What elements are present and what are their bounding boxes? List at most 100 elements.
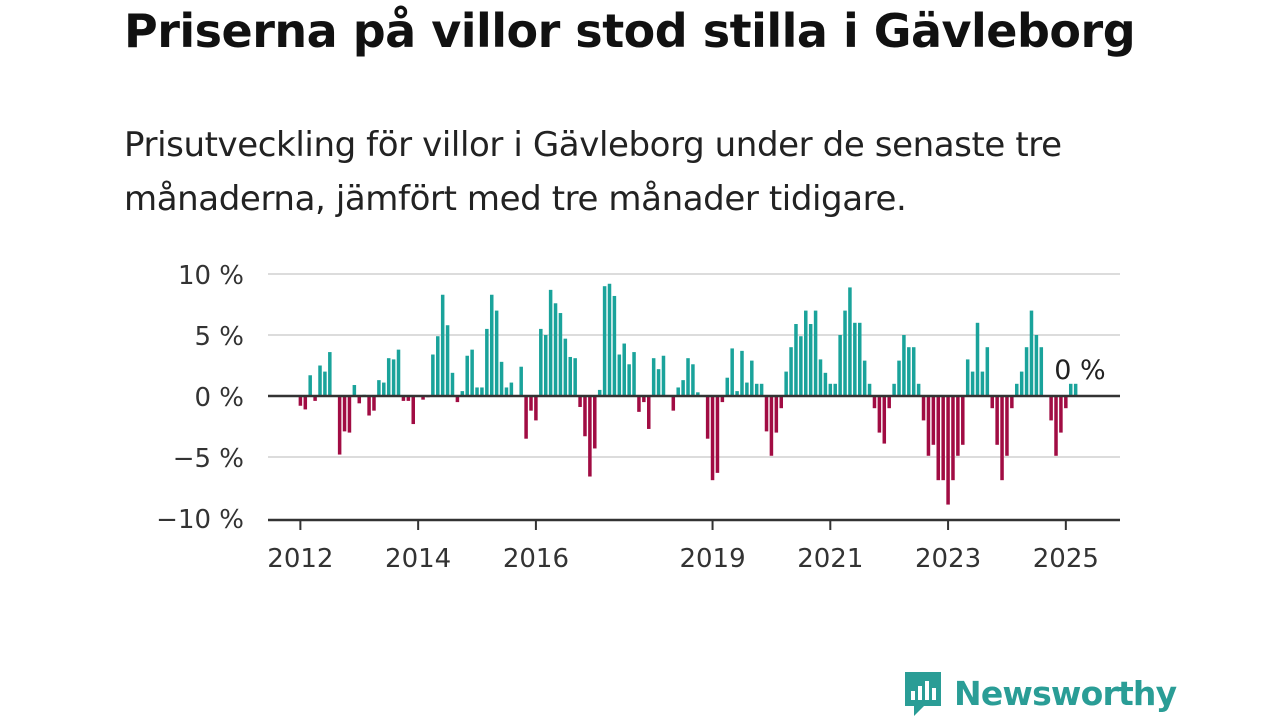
chart-title: Priserna på villor stod stilla i Gävlebo…: [124, 4, 1136, 58]
bar: [769, 396, 774, 456]
bar: [308, 375, 312, 396]
bar: [838, 335, 842, 396]
x-tick-label: 2021: [797, 544, 863, 574]
bar: [941, 396, 945, 481]
bar: [1034, 335, 1039, 396]
bar: [632, 352, 636, 396]
bar: [897, 360, 901, 396]
last-value-annotation: 0 %: [1054, 355, 1105, 386]
newsworthy-logo: Newsworthy: [902, 668, 1177, 718]
bar: [318, 365, 322, 396]
bar: [867, 383, 872, 396]
bar: [1049, 396, 1053, 421]
bar: [872, 396, 877, 409]
bar: [754, 383, 759, 396]
bar: [779, 396, 783, 409]
newsworthy-wordmark: Newsworthy: [954, 673, 1177, 713]
bar: [1054, 396, 1058, 456]
bar: [902, 335, 906, 396]
x-tick-label: 2014: [385, 544, 451, 574]
bar: [494, 310, 499, 396]
bar: [303, 396, 308, 410]
bar: [833, 383, 837, 396]
bars: [298, 283, 1078, 505]
bar: [1029, 310, 1034, 396]
bar: [848, 287, 852, 396]
bar: [1064, 396, 1068, 409]
bar: [774, 396, 779, 433]
y-tick-label: 5 %: [194, 322, 244, 352]
bar: [401, 396, 406, 401]
bar: [808, 324, 813, 396]
bar: [553, 303, 558, 396]
bar: [607, 283, 612, 396]
bar: [440, 294, 445, 396]
bar: [853, 322, 857, 396]
bar: [386, 358, 391, 396]
bar: [377, 380, 381, 396]
bar: [784, 371, 788, 396]
bar: [715, 396, 720, 473]
bar: [710, 396, 715, 481]
bar: [391, 359, 396, 396]
bar: [720, 396, 725, 403]
bar: [681, 380, 685, 396]
bar: [892, 383, 896, 396]
bar: [671, 396, 676, 411]
bar: [460, 391, 465, 396]
bar: [298, 396, 303, 406]
bar: [499, 361, 504, 396]
bar: [1024, 347, 1029, 396]
bar: [936, 396, 941, 481]
bar: [593, 396, 597, 449]
bar: [1068, 383, 1073, 396]
bar: [450, 372, 455, 396]
bar: [411, 396, 415, 425]
bar: [548, 289, 553, 396]
bar: [696, 392, 700, 396]
bar: [691, 364, 695, 396]
bar: [990, 396, 994, 409]
bar: [568, 356, 573, 396]
bar: [740, 350, 744, 396]
bar: [735, 391, 739, 396]
bar: [539, 328, 543, 396]
bar: [799, 336, 803, 396]
bar: [651, 358, 656, 396]
bar: [764, 396, 769, 432]
bar: [862, 360, 867, 396]
y-tick-label: −10 %: [156, 505, 244, 535]
bar: [602, 286, 607, 396]
bar: [534, 396, 538, 421]
bar: [342, 396, 347, 432]
bar: [431, 354, 435, 396]
chart-subtitle: Prisutveckling för villor i Gävleborg un…: [124, 125, 1062, 219]
bar: [1019, 371, 1024, 396]
bar: [823, 372, 828, 396]
bar: [858, 322, 862, 396]
bar: [759, 383, 764, 396]
bar: [931, 396, 936, 445]
bar: [445, 325, 450, 396]
bar: [975, 322, 980, 396]
bar: [328, 352, 332, 396]
bar: [877, 396, 882, 433]
bar: [627, 364, 631, 396]
bar: [347, 396, 352, 433]
bar: [519, 366, 523, 396]
y-tick-label: −5 %: [173, 444, 244, 474]
bar: [916, 383, 921, 396]
bar: [406, 396, 411, 401]
bar: [813, 310, 818, 396]
bar: [887, 396, 891, 409]
bar: [524, 396, 528, 439]
bar: [421, 396, 425, 400]
bar: [509, 382, 514, 396]
bar: [965, 359, 970, 396]
bar: [1005, 396, 1009, 456]
bar: [1059, 396, 1063, 433]
bar: [1000, 396, 1004, 481]
bar: [843, 310, 847, 396]
bar: [661, 355, 666, 396]
bar: [622, 343, 626, 396]
